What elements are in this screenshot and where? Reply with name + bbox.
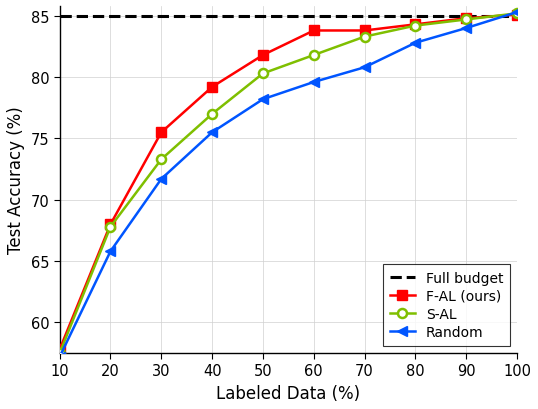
Y-axis label: Test Accuracy (%): Test Accuracy (%) — [7, 106, 25, 254]
Legend: Full budget, F-AL (ours), S-AL, Random: Full budget, F-AL (ours), S-AL, Random — [383, 264, 510, 346]
X-axis label: Labeled Data (%): Labeled Data (%) — [216, 384, 360, 402]
